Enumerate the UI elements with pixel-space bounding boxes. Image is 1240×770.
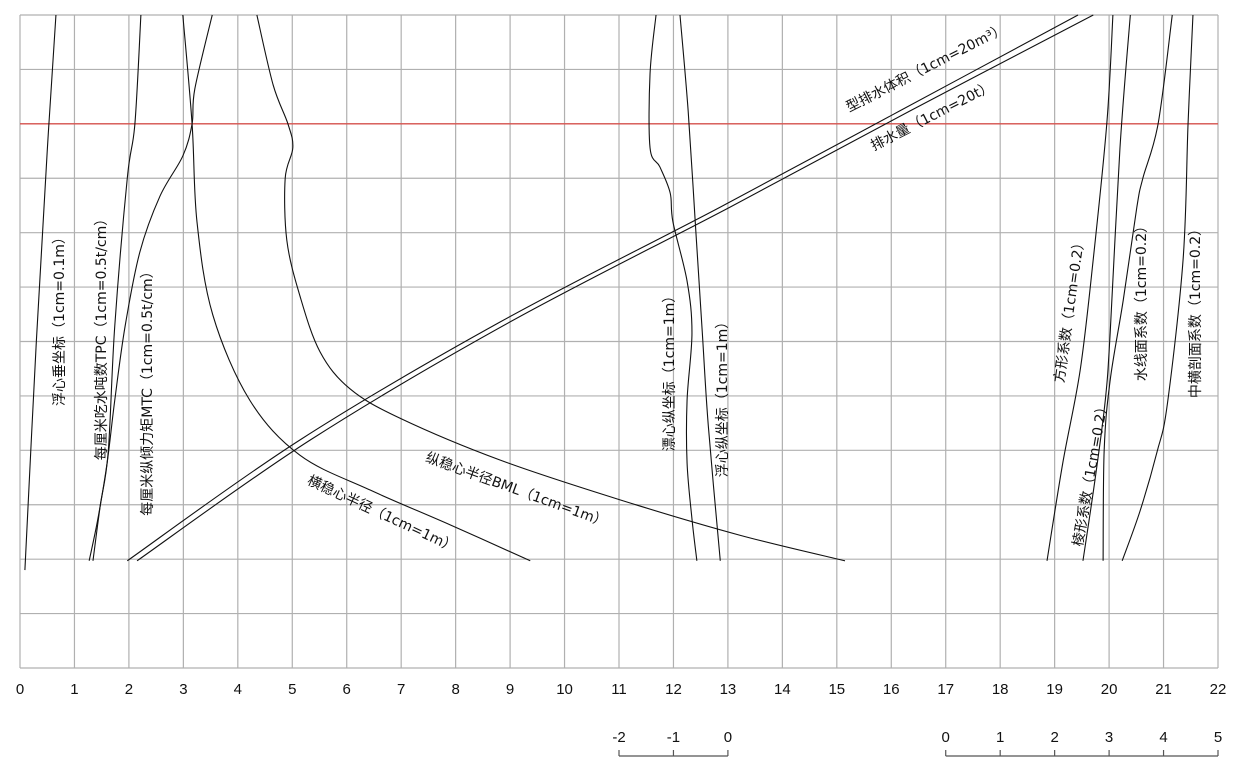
curve-9 <box>1046 14 1114 561</box>
curve-10 <box>1082 14 1131 561</box>
aux-scale-label: 1 <box>996 729 1004 746</box>
aux-scale-label: 0 <box>942 729 950 746</box>
label-cw: 水线面系数（1cm=0.2） <box>1134 219 1150 381</box>
x-tick-label: 9 <box>506 681 514 698</box>
label-mtc: 每厘米纵倾力矩MTC（1cm=0.5t/cm） <box>140 264 156 515</box>
curve-labels: 浮心垂坐标（1cm=0.1m） 每厘米吃水吨数TPC（1cm=0.5t/cm） … <box>52 21 1204 556</box>
x-tick-label: 2 <box>125 681 133 698</box>
x-tick-label: 7 <box>397 681 405 698</box>
label-tpc: 每厘米吃水吨数TPC（1cm=0.5t/cm） <box>94 212 110 461</box>
x-tick-label: 16 <box>883 681 900 698</box>
x-tick-label: 18 <box>992 681 1009 698</box>
x-tick-label: 14 <box>774 681 791 698</box>
x-tick-label: 5 <box>288 681 296 698</box>
x-tick-label: 11 <box>611 681 627 698</box>
x-tick-label: 21 <box>1155 681 1172 698</box>
aux-scale-label: 0 <box>724 729 732 746</box>
x-tick-label: 12 <box>665 681 682 698</box>
x-tick-label: 15 <box>828 681 845 698</box>
x-tick-label: 0 <box>16 681 24 698</box>
x-tick-label: 17 <box>937 681 954 698</box>
curve-6 <box>136 14 1094 562</box>
x-tick-label: 1 <box>70 681 78 698</box>
label-volume: 型排水体积（1cm=20m³） <box>844 21 1009 116</box>
aux-scale-label: -2 <box>612 729 625 746</box>
label-lcf: 漂心纵坐标（1cm=1m） <box>662 289 678 452</box>
curve-4 <box>256 14 846 562</box>
label-bm: 横稳心半径（1cm=1m） <box>305 473 459 556</box>
x-tick-label: 20 <box>1101 681 1118 698</box>
grid <box>19 14 1219 669</box>
aux-scale-label: 3 <box>1105 729 1113 746</box>
curve-0 <box>24 14 57 571</box>
curve-5 <box>126 14 1079 562</box>
curves <box>24 14 1194 571</box>
x-tick-label: 6 <box>343 681 351 698</box>
x-tick-label: 13 <box>720 681 737 698</box>
curve-3 <box>182 14 531 562</box>
x-tick-label: 22 <box>1210 681 1227 698</box>
x-tick-label: 8 <box>451 681 459 698</box>
label-cm: 中横剖面系数（1cm=0.2） <box>1188 222 1204 398</box>
x-tick-label: 4 <box>234 681 242 698</box>
x-tick-label: 3 <box>179 681 187 698</box>
aux-scale-label: 4 <box>1159 729 1167 746</box>
aux-scale-label: -1 <box>667 729 680 746</box>
aux-scale-label: 2 <box>1050 729 1058 746</box>
label-vcb: 浮心垂坐标（1cm=0.1m） <box>52 230 68 406</box>
curve-7 <box>648 14 698 561</box>
x-tick-label: 10 <box>556 681 573 698</box>
curve-11 <box>1102 14 1173 561</box>
curve-2 <box>88 14 213 561</box>
aux-scale-label: 5 <box>1214 729 1222 746</box>
x-tick-label: 19 <box>1046 681 1063 698</box>
label-cp: 棱形系数（1cm=0.2） <box>1070 399 1112 548</box>
label-cb: 方形系数（1cm=0.2） <box>1052 235 1088 384</box>
aux-scales: -2 -1 0 0 1 2 3 4 5 <box>612 729 1222 757</box>
x-axis-ticks: 0 1 2 3 4 5 6 7 8 9 10 11 12 13 14 15 16 17 18 19 20 21 22 <box>16 681 1227 698</box>
label-lcb: 浮心纵坐标（1cm=1m） <box>715 315 731 478</box>
curve-12 <box>1121 14 1194 561</box>
label-bml: 纵稳心半径BML（1cm=1m） <box>423 450 609 531</box>
curve-8 <box>679 14 721 561</box>
